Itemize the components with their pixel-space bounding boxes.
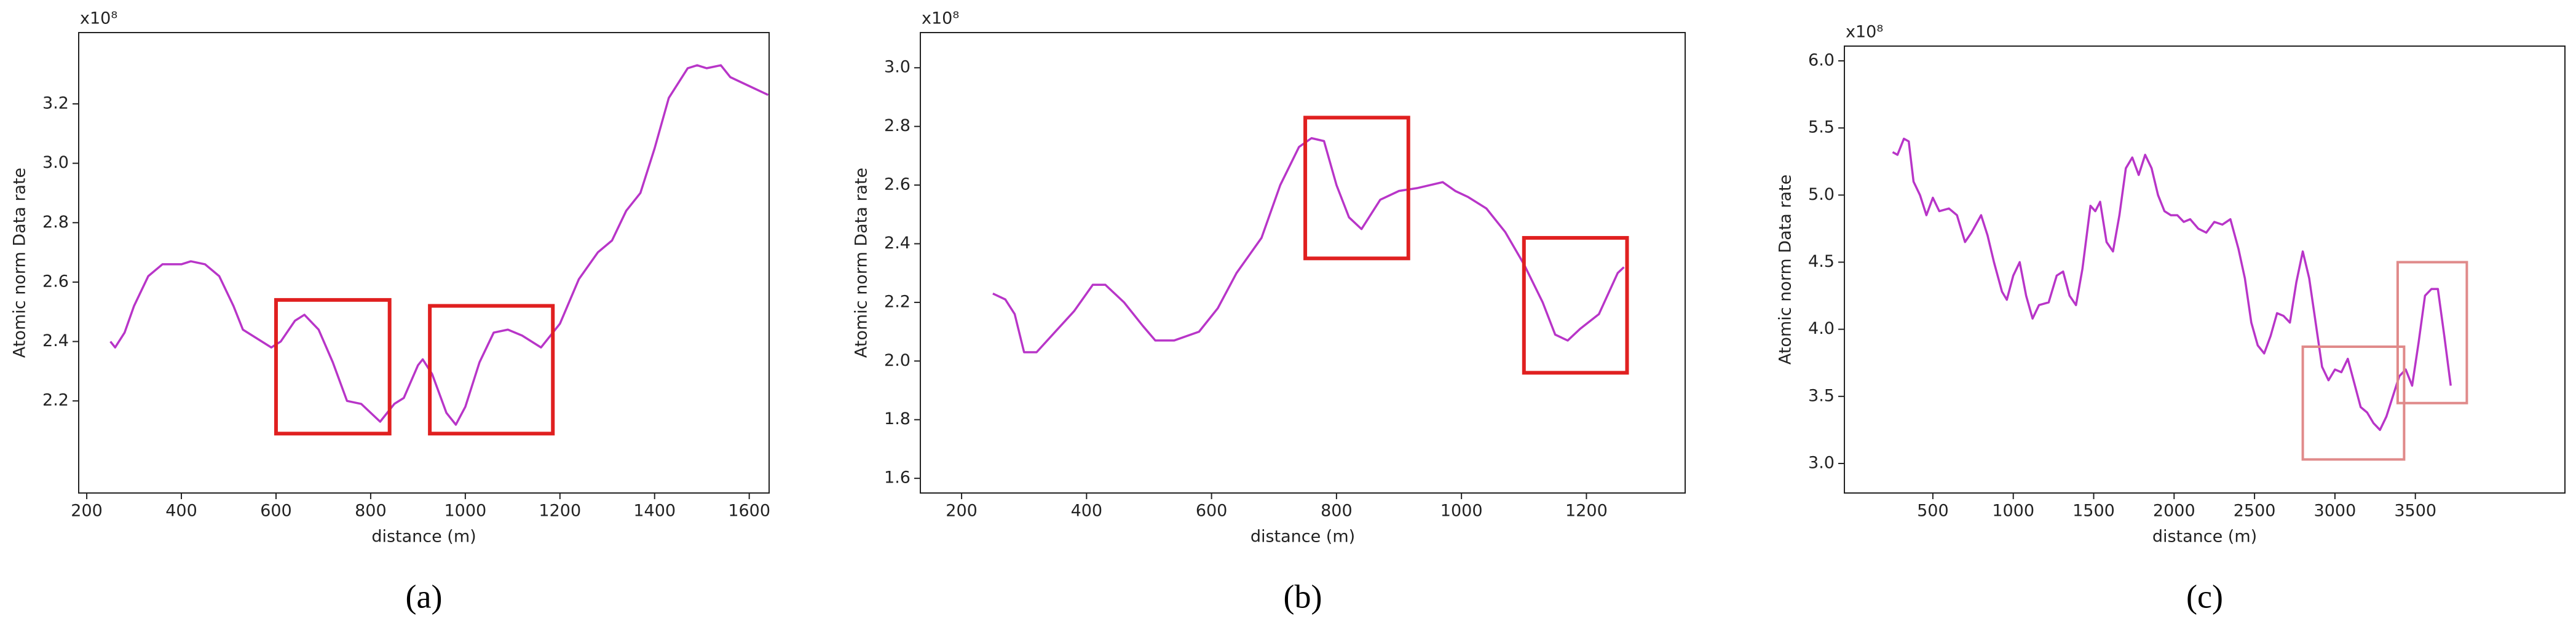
y-tick-label: 3.0: [42, 153, 69, 172]
y-tick-label: 2.4: [42, 331, 69, 350]
x-tick-label: 2500: [2234, 502, 2276, 521]
x-tick-label: 1400: [633, 502, 676, 521]
y-tick-label: 3.0: [884, 58, 911, 77]
y-tick-label: 1.6: [884, 468, 911, 487]
y-tick-label: 2.8: [42, 213, 69, 232]
x-tick-label: 600: [1196, 502, 1228, 521]
panel-label: (b): [1284, 578, 1322, 615]
y-tick-label: 3.0: [1808, 453, 1835, 472]
highlight-box: [2396, 261, 2468, 404]
x-axis-label: distance (m): [2152, 527, 2257, 546]
y-tick-label: 2.6: [884, 175, 911, 194]
y-axis-label: Atomic norm Data rate: [852, 168, 871, 358]
y-tick-label: 6.0: [1808, 51, 1835, 70]
y-tick-label: 2.4: [884, 234, 911, 253]
x-tick-label: 800: [1321, 502, 1353, 521]
highlight-box: [428, 304, 555, 436]
x-axis-label: distance (m): [1250, 527, 1355, 546]
x-tick-label: 2000: [2153, 502, 2195, 521]
x-tick-label: 1000: [444, 502, 486, 521]
plot-frame: [920, 32, 1686, 494]
y-tick-label: 2.8: [884, 116, 911, 135]
y-tick-label: 3.5: [1808, 386, 1835, 405]
y-tick-label: 5.5: [1808, 118, 1835, 137]
data-line: [1892, 137, 2452, 432]
y-axis-label: Atomic norm Data rate: [1776, 175, 1795, 365]
x-tick-label: 400: [1071, 502, 1103, 521]
y-tick-label: 2.2: [42, 391, 69, 410]
panel-label: (a): [406, 578, 443, 615]
x-tick-label: 800: [355, 502, 387, 521]
x-tick-label: 200: [71, 502, 103, 521]
y-tick-label: 2.6: [42, 272, 69, 291]
highlight-box: [2301, 345, 2406, 461]
y-tick-label: 4.0: [1808, 319, 1835, 338]
x-tick-label: 600: [260, 502, 292, 521]
x-tick-label: 1200: [539, 502, 581, 521]
y-tick-label: 4.5: [1808, 252, 1835, 271]
x-tick-label: 1500: [2072, 502, 2115, 521]
y-tick-label: 1.8: [884, 409, 911, 428]
x-tick-label: 3000: [2314, 502, 2357, 521]
x-tick-label: 500: [1917, 502, 1949, 521]
offset-text: x10⁸: [80, 9, 117, 28]
x-tick-label: 1200: [1565, 502, 1608, 521]
x-tick-label: 1000: [1992, 502, 2034, 521]
offset-text: x10⁸: [1846, 23, 1883, 42]
x-tick-label: 400: [165, 502, 197, 521]
plot-frame: [1844, 45, 2566, 494]
y-tick-label: 3.2: [42, 93, 69, 112]
highlight-box: [1522, 235, 1629, 375]
plot-frame: [78, 32, 770, 494]
highlight-box: [274, 298, 392, 436]
offset-text: x10⁸: [922, 9, 959, 28]
x-tick-label: 3500: [2394, 502, 2436, 521]
highlight-box: [1303, 116, 1410, 261]
panel-label: (c): [2186, 578, 2223, 615]
y-tick-label: 2.0: [884, 351, 911, 370]
x-tick-label: 200: [946, 502, 978, 521]
x-tick-label: 1000: [1440, 502, 1483, 521]
data-line: [109, 64, 769, 426]
x-tick-label: 1600: [728, 502, 770, 521]
x-axis-label: distance (m): [371, 527, 476, 546]
y-axis-label: Atomic norm Data rate: [10, 168, 30, 358]
data-line: [992, 136, 1625, 353]
y-tick-label: 2.2: [884, 292, 911, 311]
y-tick-label: 5.0: [1808, 185, 1835, 204]
